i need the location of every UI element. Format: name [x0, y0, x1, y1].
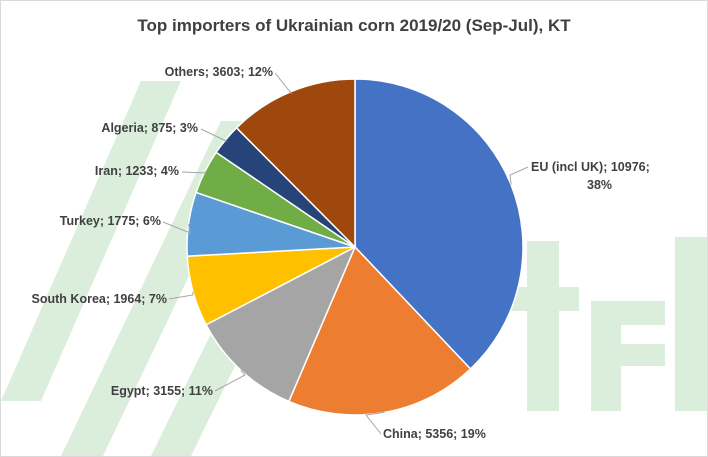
data-label-line: Iran; 1233; 4%: [95, 164, 179, 178]
leader-line-eu-incl-uk: [509, 166, 529, 185]
data-label-line: South Korea; 1964; 7%: [32, 292, 167, 306]
data-label-turkey: Turkey; 1775; 6%: [60, 214, 161, 228]
watermark-letter-e-top: [591, 301, 665, 325]
data-label-egypt: Egypt; 3155; 11%: [111, 384, 213, 398]
data-label-line: Turkey; 1775; 6%: [60, 214, 161, 228]
leader-line-iran: [181, 171, 208, 174]
data-label-line: 38%: [587, 178, 612, 192]
pie-slices: [186, 78, 524, 416]
pie-slice-eu-incl-uk: [354, 78, 524, 371]
data-label-line: Algeria; 875; 3%: [101, 121, 198, 135]
data-label-eu-incl-uk: EU (incl UK); 10976; 38%: [531, 160, 650, 192]
leader-line-algeria: [200, 128, 227, 142]
watermark-letter-l: [675, 237, 707, 411]
data-label-algeria: Algeria; 875; 3%: [101, 121, 198, 135]
data-labels: EU (incl UK); 10976; 38% China; 5356; 19% E…: [32, 65, 650, 441]
data-label-iran: Iran; 1233; 4%: [95, 164, 179, 178]
data-label-line: Egypt; 3155; 11%: [111, 384, 213, 398]
data-label-south-korea: South Korea; 1964; 7%: [32, 292, 167, 306]
data-label-china: China; 5356; 19%: [383, 427, 486, 441]
data-label-line: China; 5356; 19%: [383, 427, 486, 441]
leader-line-south-korea: [168, 291, 194, 300]
data-label-line: EU (incl UK); 10976;: [531, 160, 650, 174]
leader-line-turkey: [162, 221, 191, 234]
data-label-others: Others; 3603; 12%: [165, 65, 273, 79]
leader-line-china: [365, 411, 385, 435]
watermark-letter-t: [527, 241, 559, 411]
chart-title: Top importers of Ukrainian corn 2019/20 …: [137, 16, 571, 35]
data-label-line: Others; 3603; 12%: [165, 65, 273, 79]
leader-lines: [162, 72, 529, 435]
watermark-stroke-1: [1, 81, 181, 401]
leader-line-others: [274, 72, 292, 95]
leader-line-egypt: [214, 369, 246, 392]
watermark-letter-e-mid: [591, 344, 665, 366]
watermark-letter-t-bar: [507, 287, 579, 311]
